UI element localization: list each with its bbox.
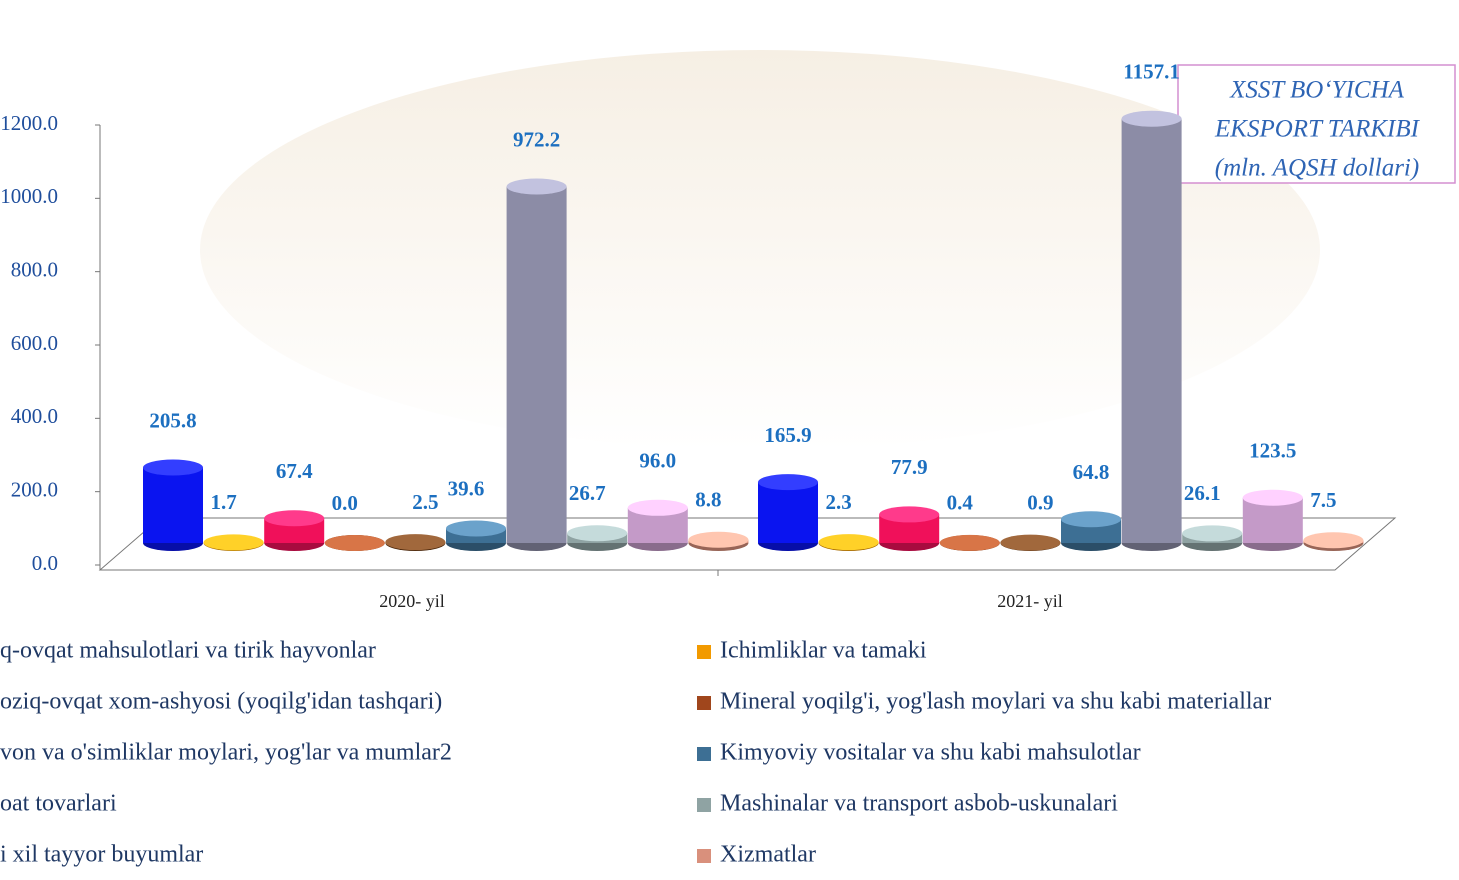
- y-tick-label: 600.0: [11, 331, 58, 355]
- bar: [1122, 119, 1182, 543]
- legend-label: Kimyoviy vositalar va shu kabi mahsulotl…: [720, 740, 1141, 766]
- value-label: 26.1: [1184, 481, 1221, 505]
- value-label: 123.5: [1249, 439, 1296, 463]
- legend-label: oziq-ovqat xom-ashyosi (yoqilg'idan tash…: [0, 689, 442, 715]
- value-label: 39.6: [448, 476, 485, 500]
- bar-top: [507, 179, 567, 195]
- bar: [143, 468, 203, 543]
- bar-top: [1061, 511, 1121, 527]
- bar-top: [628, 500, 688, 516]
- value-label: 0.9: [1027, 490, 1053, 514]
- bar-top: [204, 534, 264, 550]
- value-label: 0.0: [332, 491, 358, 515]
- title-line: EKSPORT TARKIBI: [1214, 116, 1421, 143]
- bar-top: [143, 460, 203, 476]
- legend-label: Ichimliklar va tamaki: [720, 638, 927, 664]
- value-label: 2.3: [825, 490, 851, 514]
- legend-label: i xil tayyor buyumlar: [0, 842, 203, 868]
- bar: [758, 482, 818, 543]
- bar-top: [1000, 535, 1060, 551]
- legend-label: q-ovqat mahsulotlari va tirik hayvonlar: [0, 638, 376, 664]
- value-label: 64.8: [1073, 460, 1110, 484]
- bar-top: [879, 506, 939, 522]
- bar-top: [264, 510, 324, 526]
- bar-top: [325, 535, 385, 551]
- legend-swatch: [697, 645, 711, 659]
- x-tick-label: 2021- yil: [997, 591, 1063, 611]
- y-tick-label: 200.0: [11, 477, 58, 501]
- legend-swatch: [697, 696, 711, 710]
- bar-top: [940, 535, 1000, 551]
- value-label: 1157.1: [1123, 60, 1180, 84]
- bar-top: [688, 532, 748, 548]
- bar-top: [1303, 532, 1363, 548]
- x-tick-label: 2020- yil: [379, 591, 445, 611]
- value-label: 2.5: [412, 490, 438, 514]
- y-tick-label: 400.0: [11, 404, 58, 428]
- legend-label: Mashinalar va transport asbob-uskunalari: [720, 791, 1118, 817]
- bar-top: [567, 525, 627, 541]
- bar-top: [1122, 111, 1182, 127]
- y-tick-label: 0.0: [32, 551, 58, 575]
- y-tick-label: 1000.0: [0, 184, 58, 208]
- bar-top: [819, 534, 879, 550]
- legend-label: Xizmatlar: [720, 842, 816, 868]
- chart: XSST BO‘YICHA EKSPORT TARKIBI (mln. AQSH…: [0, 0, 1459, 880]
- y-tick-label: 800.0: [11, 257, 58, 281]
- value-label: 165.9: [764, 423, 811, 447]
- legend-swatch: [697, 747, 711, 761]
- value-label: 96.0: [639, 449, 676, 473]
- value-label: 205.8: [149, 408, 196, 432]
- value-label: 972.2: [513, 127, 560, 151]
- legend-swatch: [697, 849, 711, 863]
- bar-top: [385, 534, 445, 550]
- value-label: 67.4: [276, 459, 313, 483]
- value-label: 1.7: [210, 490, 236, 514]
- legend-label: oat tovarlari: [0, 791, 117, 817]
- bar: [507, 187, 567, 543]
- value-label: 26.7: [569, 481, 606, 505]
- bar-top: [446, 520, 506, 536]
- bar-top: [1243, 490, 1303, 506]
- bar-top: [1182, 525, 1242, 541]
- value-label: 0.4: [947, 491, 974, 515]
- value-label: 7.5: [1310, 488, 1336, 512]
- legend-swatch: [697, 798, 711, 812]
- value-label: 77.9: [891, 455, 928, 479]
- value-label: 8.8: [695, 488, 721, 512]
- legend-label: Mineral yoqilg'i, yog'lash moylari va sh…: [720, 689, 1271, 715]
- title-line: XSST BO‘YICHA: [1229, 77, 1405, 104]
- legend-label: von va o'simliklar moylari, yog'lar va m…: [0, 740, 452, 766]
- title-line: (mln. AQSH dollari): [1215, 155, 1419, 182]
- bar-top: [758, 474, 818, 490]
- y-tick-label: 1200.0: [0, 111, 58, 135]
